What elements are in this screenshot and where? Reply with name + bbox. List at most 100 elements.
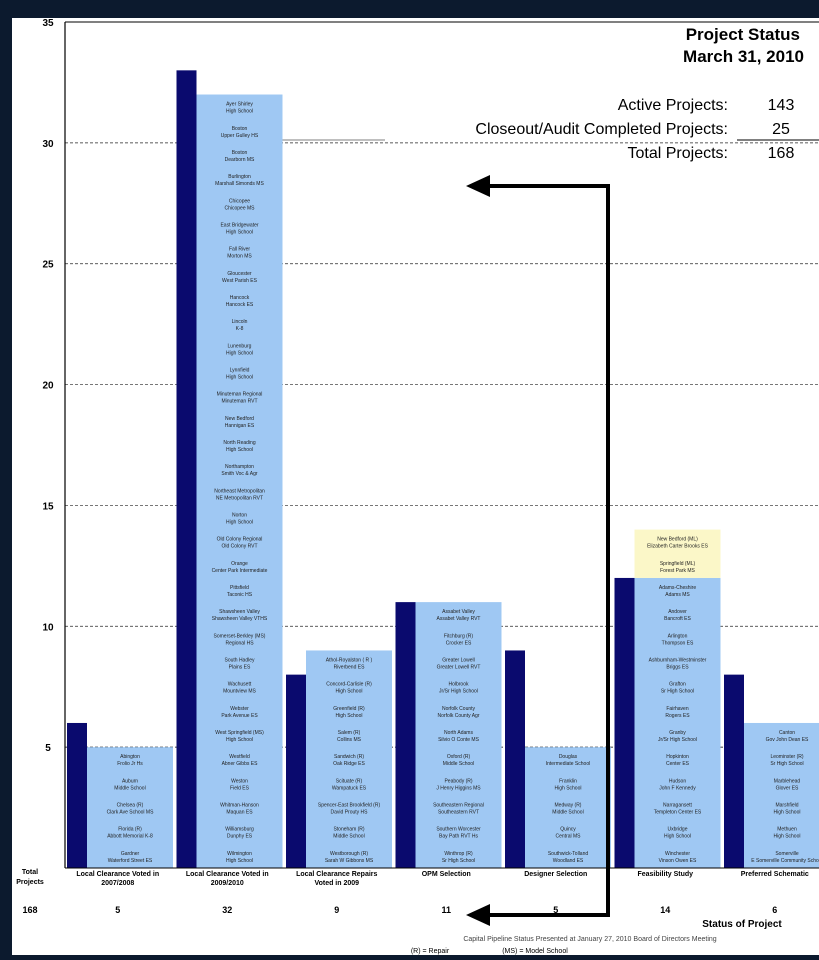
item-district: Gloucester (227, 271, 252, 277)
total-label-line2: Projects (16, 879, 44, 886)
item-school: Bay Path RVT Hs (439, 834, 478, 840)
item-district: Granby (669, 730, 686, 736)
item-district: Fairhaven (666, 706, 688, 712)
item-school: Jr/Sr High School (439, 689, 478, 695)
item-school: J Henry Higgins MS (436, 785, 481, 791)
bar-light (415, 602, 502, 868)
item-school: Wampatuck ES (332, 785, 367, 791)
item-school: Plains ES (229, 665, 251, 671)
item-district: Southeastern Regional (433, 803, 484, 809)
item-school: High School (226, 374, 253, 380)
item-district: Springfield (ML) (660, 561, 696, 567)
item-school: Templeton Center ES (654, 810, 702, 816)
item-school: Sr High School (661, 689, 694, 695)
item-district: New Bedford (225, 416, 254, 422)
item-school: Shawsheen Valley VTHS (212, 616, 268, 622)
bar-dark (724, 674, 744, 868)
item-district: Chelsea (R) (117, 803, 144, 809)
item-school: Vinson Owen ES (659, 858, 697, 864)
item-school: Adams MS (665, 592, 690, 598)
item-district: New Bedford (ML) (657, 537, 698, 543)
bar-highlight (634, 529, 721, 578)
item-district: Northeast Metropolitan (214, 488, 265, 494)
item-school: Briggs ES (666, 665, 689, 671)
item-district: Concord-Carlisle (R) (326, 682, 372, 688)
label-layer: Local Clearance Voted in 2007/2008 5 Local … (76, 871, 809, 915)
x-category-label: Local Clearance Repairs (296, 871, 377, 878)
item-district: South Hadley (224, 658, 255, 664)
category-total: 5 (115, 905, 120, 915)
item-school: Glover ES (776, 785, 799, 791)
item-school: High School (226, 858, 253, 864)
x-category-label: 2007/2008 (101, 880, 134, 887)
item-school: Middle School (552, 810, 583, 816)
bar-light (634, 577, 721, 868)
item-district: Northampton (225, 464, 254, 470)
item-district: Orange (231, 561, 248, 567)
category-total: 9 (334, 905, 339, 915)
item-district: Burlington (228, 174, 251, 180)
x-category-label: Designer Selection (524, 871, 587, 878)
item-school: Forest Park MS (660, 568, 695, 574)
item-school: Chicopee MS (224, 205, 255, 211)
closeout-projects-label: Closeout/Audit Completed Projects: (475, 121, 728, 138)
item-district: Douglas (559, 754, 578, 760)
category-total: 5 (553, 905, 558, 915)
item-school: High School (336, 689, 363, 695)
item-district: Weston (231, 778, 248, 784)
item-district: Greenfield (R) (333, 706, 365, 712)
closeout-projects-value: 25 (772, 121, 790, 138)
item-school: Assabet Valley RVT (436, 616, 480, 622)
item-district: Franklin (559, 778, 577, 784)
item-school: Abbott Memorial K-8 (107, 834, 153, 840)
item-district: Holbrook (448, 682, 469, 688)
bar-dark (395, 602, 416, 868)
category-total: 14 (660, 905, 670, 915)
item-school: Morton MS (227, 254, 252, 260)
item-district: Canton (779, 730, 795, 736)
item-district: North Reading (223, 440, 255, 446)
legend-model-school: (MS) = Model School (502, 948, 568, 955)
item-school: High School (336, 713, 363, 719)
item-district: Fitchburg (R) (444, 633, 474, 639)
item-school: Minuteman RVT (221, 399, 257, 405)
item-district: Scituate (R) (336, 778, 363, 784)
item-school: David Prouty HS (331, 810, 369, 816)
item-school: Oak Ridge ES (333, 761, 365, 767)
item-school: Gov John Dean ES (766, 737, 809, 743)
item-district: Boston (232, 126, 248, 132)
item-district: Southwick-Tolland (548, 851, 589, 857)
item-district: Greater Lowell (442, 658, 475, 664)
item-district: Hancock (230, 295, 250, 301)
item-school: Smith Voc & Agr (221, 471, 257, 477)
y-tick-label: 5 (45, 743, 51, 754)
item-district: Boston (232, 150, 248, 156)
item-district: Winchester (665, 851, 690, 857)
bar-light (87, 747, 173, 868)
item-school: Middle School (114, 785, 145, 791)
item-school: High School (774, 834, 801, 840)
flow-arrow-head-bottom (466, 904, 490, 926)
bar-dark (67, 722, 87, 868)
item-school: Middle School (443, 761, 474, 767)
active-projects-label: Active Projects: (618, 97, 728, 114)
x-category-label: 2009/2010 (211, 880, 244, 887)
item-district: Shawsheen Valley (219, 609, 260, 615)
item-school: Park Avenue ES (221, 713, 258, 719)
item-district: Methuen (777, 827, 797, 833)
item-district: Peabody (R) (444, 778, 472, 784)
bar-dark (614, 577, 635, 868)
item-district: Lincoln (232, 319, 248, 325)
item-district: Norfolk County (442, 706, 476, 712)
item-district: Westborough (R) (330, 851, 368, 857)
item-school: Collins MS (337, 737, 362, 743)
item-school: High School (774, 810, 801, 816)
item-district: Auburn (122, 778, 138, 784)
item-district: Pittsfield (230, 585, 249, 591)
item-district: Stoneham (R) (333, 827, 364, 833)
chart-title: Project Status (686, 25, 800, 44)
item-district: Andover (668, 609, 687, 615)
item-district: Abington (120, 754, 140, 760)
